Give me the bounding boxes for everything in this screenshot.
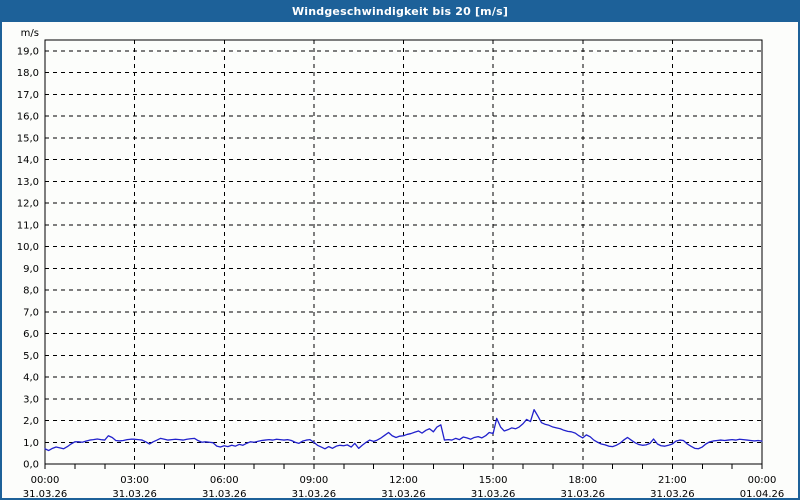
x-tick-time-label: 12:00	[389, 475, 418, 486]
y-axis-unit-label: m/s	[21, 28, 39, 39]
x-tick-date-label: 31.03.26	[23, 489, 68, 498]
x-tick-date-label: 31.03.26	[471, 489, 516, 498]
x-axis-tick-marks	[44, 464, 763, 469]
y-tick-label: 13,0	[17, 177, 39, 188]
y-tick-label: 2,0	[23, 416, 39, 427]
series-windgeschwindigkeit	[44, 408, 763, 452]
x-tick-time-label: 21:00	[658, 475, 687, 486]
x-tick-time-label: 06:00	[210, 475, 239, 486]
x-tick-date-label: 31.03.26	[650, 489, 695, 498]
x-tick-time-label: 18:00	[568, 475, 597, 486]
y-tick-label: 15,0	[17, 133, 39, 144]
y-tick-label: 7,0	[23, 307, 39, 318]
y-tick-label: 14,0	[17, 155, 39, 166]
y-tick-label: 12,0	[17, 199, 39, 210]
horizontal-gridlines	[45, 50, 762, 443]
x-tick-date-label: 01.04.26	[740, 489, 785, 498]
x-tick-time-label: 15:00	[479, 475, 508, 486]
x-tick-date-label: 31.03.26	[202, 489, 247, 498]
y-tick-label: 6,0	[23, 329, 39, 340]
window-title-bar: Windgeschwindigkeit bis 20 [m/s]	[2, 2, 798, 22]
y-tick-label: 18,0	[17, 68, 39, 79]
x-tick-time-label: 00:00	[748, 475, 777, 486]
y-axis-tick-labels: 0,0 1,0 2,0 3,0 4,0 5,0 6,0 7,0 8,0 9,0 10,0 11,0 12…	[17, 46, 39, 470]
y-tick-label: 3,0	[23, 394, 39, 405]
x-tick-date-label: 31.03.26	[560, 489, 605, 498]
y-tick-label: 9,0	[23, 264, 39, 275]
y-tick-label: 11,0	[17, 220, 39, 231]
y-tick-label: 17,0	[17, 90, 39, 101]
chart-canvas: m/s 0,0 1,0 2,0 3,0 4,0 5,0 6,0 7,0 8,0 9,0 10,0 11…	[2, 22, 798, 498]
y-tick-label: 19,0	[17, 46, 39, 57]
y-tick-label: 8,0	[23, 286, 39, 297]
data-series-line	[44, 408, 763, 452]
wind-speed-line-chart: m/s 0,0 1,0 2,0 3,0 4,0 5,0 6,0 7,0 8,0 9,0 10,0 11…	[17, 28, 785, 498]
y-tick-label: 0,0	[23, 460, 39, 471]
x-tick-time-label: 00:00	[31, 475, 60, 486]
y-tick-label: 10,0	[17, 242, 39, 253]
x-tick-time-label: 03:00	[120, 475, 149, 486]
y-tick-label: 16,0	[17, 112, 39, 123]
y-axis-unit-label-group: m/s	[21, 28, 39, 39]
y-tick-label: 1,0	[23, 438, 39, 449]
x-tick-date-label: 31.03.26	[112, 489, 157, 498]
x-tick-date-label: 31.03.26	[381, 489, 426, 498]
x-tick-time-label: 09:00	[299, 475, 328, 486]
x-tick-date-label: 31.03.26	[292, 489, 337, 498]
y-tick-label: 4,0	[23, 373, 39, 384]
vertical-gridlines	[134, 40, 673, 464]
x-axis-tick-labels: 00:00 31.03.26 03:00 31.03.26 06:00 31.03.26 0…	[23, 475, 785, 498]
y-tick-label: 5,0	[23, 351, 39, 362]
